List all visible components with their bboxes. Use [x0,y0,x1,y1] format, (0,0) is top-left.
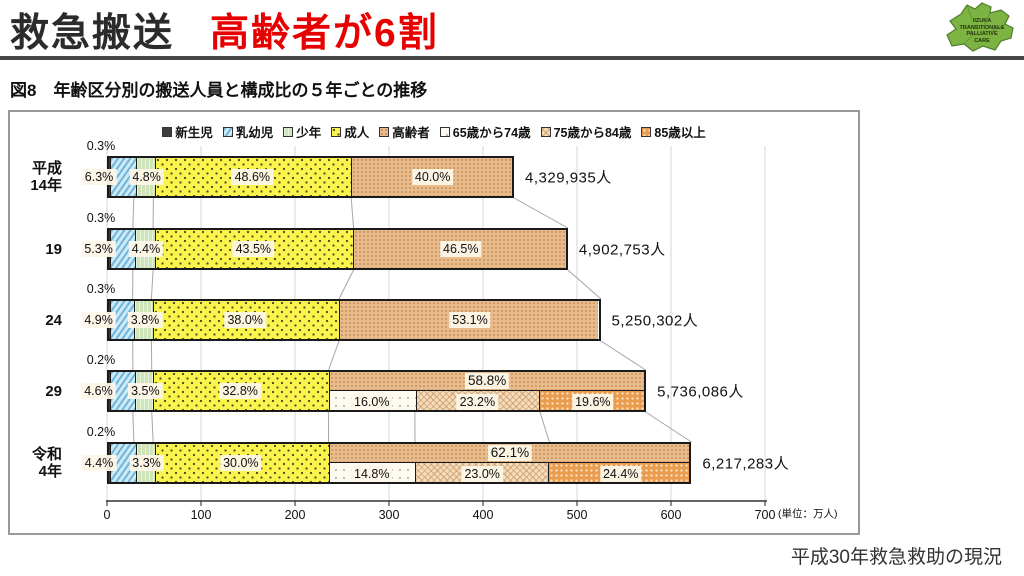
logo-text: IIZUKA TRANSITIONAL& PALLIATIVE CARE [942,1,1022,55]
segment-label: 19.6% [572,393,614,410]
bar-row-5 [107,442,692,484]
infant-swatch [222,126,233,137]
segment-label: 62.1% [487,444,533,461]
chart-legend: 新生児 乳幼児 少年 成人 高齢者 65歳から74歳 75歳から84歳 85歳以上 [10,122,858,141]
total-label: 5,736,086人 [657,383,744,401]
segment-label: 40.0% [411,169,454,185]
elderly-swatch [379,126,390,137]
legend-item-adult: 成人 [331,122,369,141]
segment-elderly [353,230,566,268]
segment-adult [152,301,339,339]
legend-label: 少年 [296,126,322,140]
segment-label: 16.0% [351,393,393,410]
segment-label: 4.4% [81,455,117,471]
segment-label: 14.8% [350,465,393,482]
legend-label: 75歳から84歳 [553,126,632,140]
legend-item-youth: 少年 [283,122,321,141]
segment-label: 0.3% [86,139,116,153]
total-label: 4,902,753人 [578,241,666,259]
segment-label: 46.5% [439,241,482,257]
axis-tick-label: 200 [284,508,306,522]
segment-label: 4.9% [81,312,116,328]
legend-label: 成人 [344,126,370,140]
adult-swatch [331,126,342,137]
segment-label: 4.8% [129,169,164,185]
e75_84-swatch [540,126,551,137]
legend-item-infant: 乳幼児 [222,122,274,141]
page-title-main: 救急搬送 [10,12,175,55]
segment-label: 0.2% [86,425,116,439]
figure-title: 図8 年齢区分別の搬送人員と構成比の５年ごとの推移 [10,81,428,100]
logo-line: IIZUKA [972,18,992,24]
axis-tick-label: 0 [103,508,111,522]
total-label: 5,250,302人 [611,312,699,330]
total-label: 4,329,935人 [525,169,612,187]
e65_74-swatch [439,126,450,137]
segment-label: 58.8% [464,372,510,389]
e85-swatch [641,126,652,137]
newborn-swatch [162,126,173,137]
axis-tick-label: 300 [378,508,400,522]
segment-label: 30.0% [220,455,262,471]
segment-label: 3.3% [129,455,164,471]
youth-swatch [283,126,294,137]
source-citation: 平成30年救急救助の現況 [790,547,1002,568]
year-label: 29 [45,382,62,400]
logo-map-icon [946,2,1014,52]
year-label: 19 [45,240,62,258]
logo-line: PALLIATIVE [966,31,998,37]
segment-label: 0.3% [86,211,116,225]
segment-label: 6.3% [81,169,117,185]
segment-label: 3.5% [128,383,163,399]
legend-label: 85歳以上 [654,126,706,140]
year-label: 平成 14年 [30,160,62,194]
segment-label: 0.2% [86,353,116,367]
segment-label: 3.8% [127,312,163,328]
segment-label: 0.3% [86,282,116,296]
segment-label: 4.6% [81,383,116,399]
segment-infant [110,301,135,339]
segment-label: 5.3% [81,241,116,257]
legend-label: 新生児 [175,126,213,140]
legend-label: 高齢者 [392,126,430,140]
legend-label: 65歳から74歳 [452,126,531,140]
legend-label: 乳幼児 [235,126,274,140]
page-title-highlight: 高齢者が6割 [210,12,439,55]
bar-row-2 [107,228,568,270]
segment-label: 38.0% [224,312,266,328]
axis-tick-label: 500 [566,508,588,522]
axis-tick-label: 700 [754,508,776,522]
page-title: 救急搬送 高齢者が6割 [10,2,439,58]
total-label: 6,217,283人 [702,455,790,473]
legend-item-e65_74: 65歳から74歳 [439,122,531,141]
legend-item-newborn: 新生児 [162,122,213,141]
segment-label: 53.1% [449,312,491,328]
segment-label: 24.4% [599,465,642,482]
axis-unit-label: (単位：万人) [778,508,838,520]
bar-row-3 [107,299,601,341]
segment-label: 23.2% [456,393,499,410]
axis-tick-label: 400 [472,508,494,522]
legend-item-e75_84: 75歳から84歳 [540,122,632,141]
year-label: 令和 4年 [31,446,62,480]
logo-line: TRANSITIONAL& [959,24,1005,31]
logo-line: CARE [974,37,990,44]
segment-label: 4.4% [128,241,164,257]
legend-item-elderly: 高齢者 [379,122,430,141]
segment-label: 48.6% [231,169,274,185]
segment-label: 43.5% [232,241,275,257]
axis-tick-label: 100 [190,508,212,522]
logo-iizuka: IIZUKA TRANSITIONAL& PALLIATIVE CARE [942,1,1022,55]
header-divider [0,56,1024,60]
segment-label: 23.0% [461,465,503,482]
axis-tick-label: 600 [660,508,682,522]
chart: 新生児 乳幼児 少年 成人 高齢者 65歳から74歳 75歳から84歳 85歳以上 (単位：万… [8,110,860,535]
legend-item-e85: 85歳以上 [641,122,706,141]
segment-label: 32.8% [219,383,261,399]
year-label: 24 [45,311,62,329]
